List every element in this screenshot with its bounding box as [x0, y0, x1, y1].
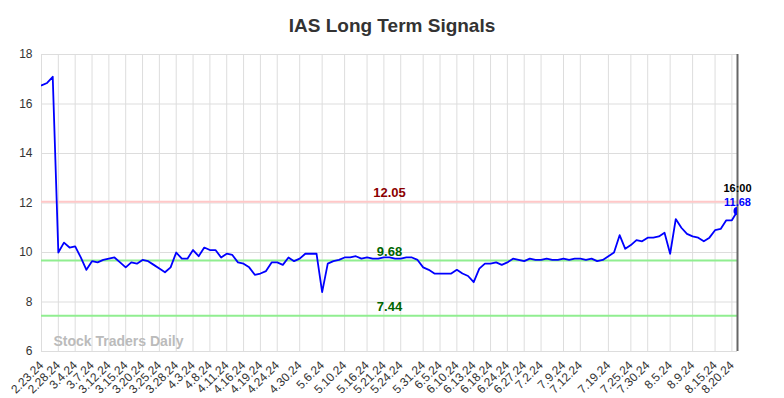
- svg-text:5.24.24: 5.24.24: [367, 358, 406, 397]
- svg-text:6: 6: [26, 344, 33, 358]
- svg-text:8.15.24: 8.15.24: [681, 358, 720, 397]
- svg-text:7.44: 7.44: [377, 299, 403, 314]
- svg-text:4.19.24: 4.19.24: [227, 358, 266, 397]
- svg-text:4.30.24: 4.30.24: [266, 358, 305, 397]
- svg-text:12: 12: [19, 196, 33, 210]
- svg-text:4.8.24: 4.8.24: [181, 358, 215, 392]
- svg-text:6.24.24: 6.24.24: [474, 358, 513, 397]
- svg-text:Stock Traders Daily: Stock Traders Daily: [54, 333, 184, 349]
- html-text:IAS Long Term Signals: IAS Long Term Signals: [288, 15, 496, 36]
- svg-text:9.68: 9.68: [377, 244, 402, 259]
- svg-text:4.11.24: 4.11.24: [194, 358, 232, 396]
- svg-text:6.10.24: 6.10.24: [423, 358, 462, 397]
- svg-text:3.12.24: 3.12.24: [75, 358, 114, 397]
- svg-text:6.13.24: 6.13.24: [440, 358, 479, 397]
- svg-text:5.6.24: 5.6.24: [293, 358, 327, 392]
- svg-text:4.24.24: 4.24.24: [243, 358, 283, 397]
- svg-text:7.2.24: 7.2.24: [512, 358, 546, 392]
- svg-text:16:00: 16:00: [723, 182, 751, 194]
- svg-text:6.27.24: 6.27.24: [490, 358, 529, 397]
- svg-text:16: 16: [19, 97, 33, 111]
- svg-text:5.31.24: 5.31.24: [389, 358, 428, 397]
- svg-text:8: 8: [26, 295, 33, 309]
- svg-text:8.5.24: 8.5.24: [641, 358, 675, 392]
- svg-text:12.05: 12.05: [373, 185, 406, 200]
- svg-text:2.23.24: 2.23.24: [8, 358, 47, 397]
- svg-text:3.25.24: 3.25.24: [126, 358, 165, 397]
- svg-text:11.68: 11.68: [724, 196, 751, 208]
- svg-text:6.18.24: 6.18.24: [457, 358, 496, 397]
- svg-text:3.7.24: 3.7.24: [63, 358, 97, 392]
- svg-text:18: 18: [19, 47, 33, 61]
- svg-text:14: 14: [19, 146, 33, 160]
- svg-text:8.9.24: 8.9.24: [663, 358, 698, 392]
- svg-text:6.5.24: 6.5.24: [411, 358, 445, 392]
- svg-text:4.16.24: 4.16.24: [210, 358, 249, 397]
- svg-text:3.4.24: 3.4.24: [46, 358, 80, 392]
- svg-text:7.30.24: 7.30.24: [614, 358, 653, 397]
- svg-text:7.25.24: 7.25.24: [597, 358, 636, 397]
- svg-text:3.28.24: 3.28.24: [142, 358, 181, 397]
- svg-text:3.15.24: 3.15.24: [92, 358, 131, 397]
- svg-text:5.10.24: 5.10.24: [311, 358, 350, 397]
- svg-text:4.3.24: 4.3.24: [164, 358, 198, 392]
- svg-text:2.28.24: 2.28.24: [25, 358, 64, 397]
- svg-text:10: 10: [19, 245, 33, 259]
- svg-text:7.9.24: 7.9.24: [534, 358, 569, 392]
- svg-text:5.21.24: 5.21.24: [350, 358, 389, 397]
- svg-text:5.16.24: 5.16.24: [333, 358, 372, 397]
- svg-text:3.20.24: 3.20.24: [109, 358, 148, 397]
- svg-text:7.19.24: 7.19.24: [575, 358, 614, 397]
- svg-text:8.20.24: 8.20.24: [699, 358, 737, 396]
- svg-text:7.12.24: 7.12.24: [547, 358, 586, 397]
